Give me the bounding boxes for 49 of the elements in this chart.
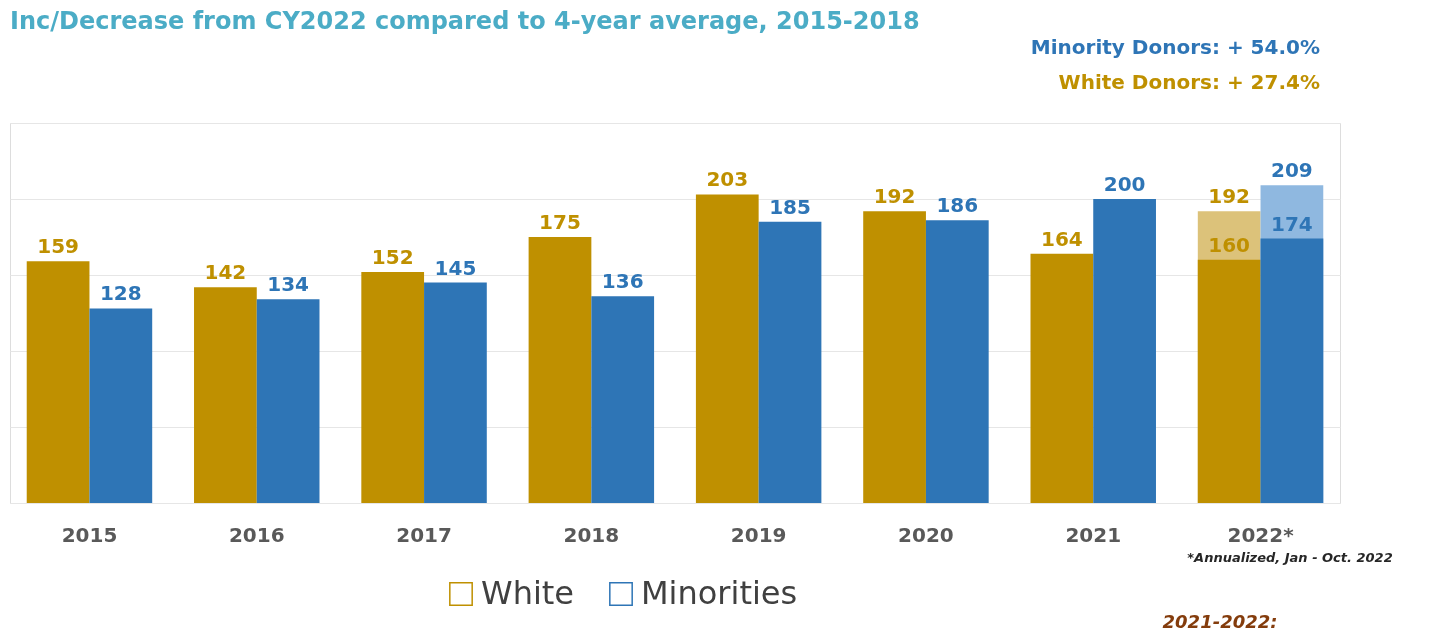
x-tick-label: 2016 (228, 522, 285, 547)
data-label: 142 (204, 260, 247, 285)
bar (591, 296, 655, 503)
data-label: 159 (37, 234, 79, 259)
bar (1260, 238, 1324, 503)
data-label: 192 (873, 184, 916, 209)
x-tick-label: 2020 (898, 522, 954, 547)
bar (1030, 253, 1094, 503)
data-label: 160 (1208, 232, 1251, 257)
bar (26, 261, 90, 503)
bar (528, 237, 592, 503)
data-label: 128 (99, 281, 142, 306)
data-label: 136 (601, 269, 644, 294)
text: 2021-2022: (1162, 611, 1278, 632)
bar (1093, 199, 1156, 503)
x-tick-label: 2022* (1227, 522, 1295, 547)
data-label: 152 (371, 244, 414, 269)
x-tick-label: 2017 (396, 522, 452, 547)
data-label: 185 (769, 194, 811, 219)
data-label: 174 (1271, 211, 1313, 236)
text: *Annualized, Jan - Oct. 2022 (1187, 550, 1393, 565)
legend-label: White (481, 574, 575, 612)
data-label: 203 (706, 167, 749, 192)
chart-subtitle: Inc/Decrease from CY2022 compared to 4-year average, 2015-2018 (10, 7, 920, 35)
data-label: 145 (434, 255, 477, 280)
text: Minority Donors: + 54.0% (1030, 35, 1320, 59)
data-label: 186 (936, 193, 979, 218)
bar (695, 194, 759, 503)
bar (758, 221, 822, 503)
bar (863, 211, 926, 503)
bar (1197, 259, 1261, 503)
x-tick-label: 2018 (563, 522, 620, 547)
data-label: 164 (1041, 226, 1083, 251)
text: White Donors: + 27.4% (1058, 70, 1320, 94)
bar (424, 282, 487, 503)
bar (89, 308, 153, 503)
data-label: 134 (267, 272, 309, 297)
data-label: 175 (539, 210, 581, 234)
legend-label: Minorities (641, 574, 798, 612)
x-tick-label: 2019 (730, 522, 787, 547)
bar (194, 287, 257, 503)
x-tick-label: 2015 (61, 522, 118, 547)
bar (256, 299, 320, 503)
data-label: 209 (1271, 158, 1313, 183)
data-label: 192 (1208, 184, 1251, 209)
x-tick-label: 2021 (1065, 522, 1122, 547)
bar (361, 271, 425, 503)
data-label: 200 (1103, 172, 1146, 196)
bar (925, 220, 989, 503)
